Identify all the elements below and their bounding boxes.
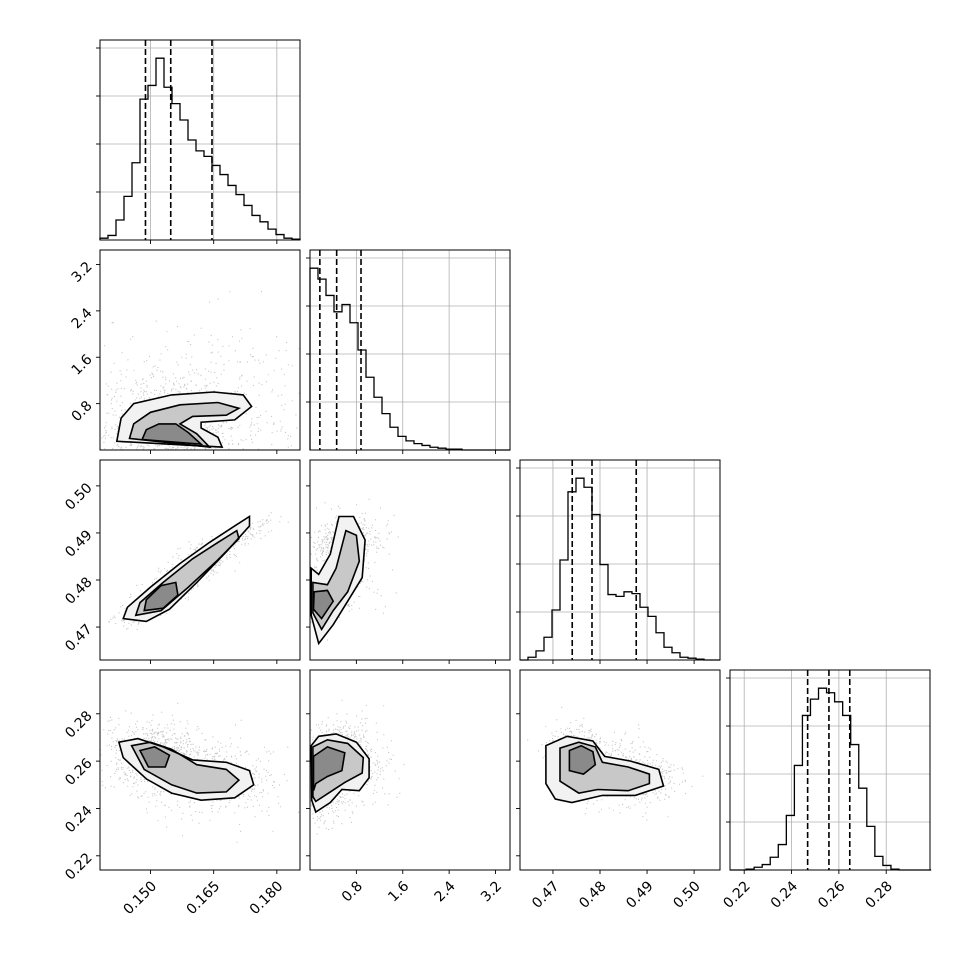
x-tick-label: 0.48 [576, 878, 609, 911]
scatter-panel-3-4 [516, 670, 720, 874]
panel-frame [730, 670, 930, 870]
histogram-step [520, 478, 720, 660]
y-tick-label: 0.26 [62, 755, 95, 788]
scatter-panel-2-3 [259, 460, 510, 664]
panel-frame [520, 460, 720, 660]
y-tick-label: 0.24 [62, 803, 95, 836]
scatter-panel-1-2 [0, 237, 356, 590]
x-tick-label: 0.47 [529, 878, 562, 911]
x-tick-label: 0.24 [768, 878, 801, 911]
x-tick-label: 0.180 [247, 878, 287, 918]
x-tick-label: 0.28 [862, 878, 895, 911]
x-tick-label: 1.6 [385, 878, 412, 905]
histogram-step [310, 268, 510, 450]
panel-frame [100, 40, 300, 240]
histogram-step [100, 58, 300, 240]
x-tick-label: 0.165 [184, 878, 224, 918]
x-tick-label: 0.150 [120, 878, 160, 918]
y-tick-label: 0.47 [62, 621, 95, 654]
y-tick-label: 0.48 [62, 574, 95, 607]
y-tick-label: 0.22 [62, 850, 95, 883]
y-tick-label: 2.4 [69, 305, 96, 332]
x-tick-label: 0.22 [720, 878, 753, 911]
x-tick-label: 0.49 [623, 878, 656, 911]
x-tick-label: 2.4 [432, 878, 459, 905]
y-tick-label: 0.49 [62, 527, 95, 560]
scatter-panel-1-4 [69, 670, 300, 874]
hist-panel-2 [306, 250, 510, 454]
y-tick-label: 0.50 [62, 480, 95, 513]
y-tick-label: 1.6 [69, 352, 96, 379]
hist-panel-1 [96, 40, 300, 244]
hist-panel-4 [726, 670, 931, 874]
x-tick-label: 0.50 [670, 878, 703, 911]
x-tick-label: 0.26 [815, 878, 848, 911]
x-tick-label: 0.8 [339, 878, 366, 905]
scatter-panel-1-3 [96, 460, 300, 664]
panel-frame [310, 250, 510, 450]
y-tick-label: 3.2 [69, 259, 96, 286]
x-tick-label: 3.2 [478, 878, 505, 905]
scatter-panel-2-4 [243, 670, 510, 874]
y-tick-label: 0.8 [69, 398, 96, 425]
hist-panel-3 [516, 460, 720, 664]
y-tick-label: 0.28 [62, 708, 95, 741]
histogram-step [730, 688, 931, 870]
